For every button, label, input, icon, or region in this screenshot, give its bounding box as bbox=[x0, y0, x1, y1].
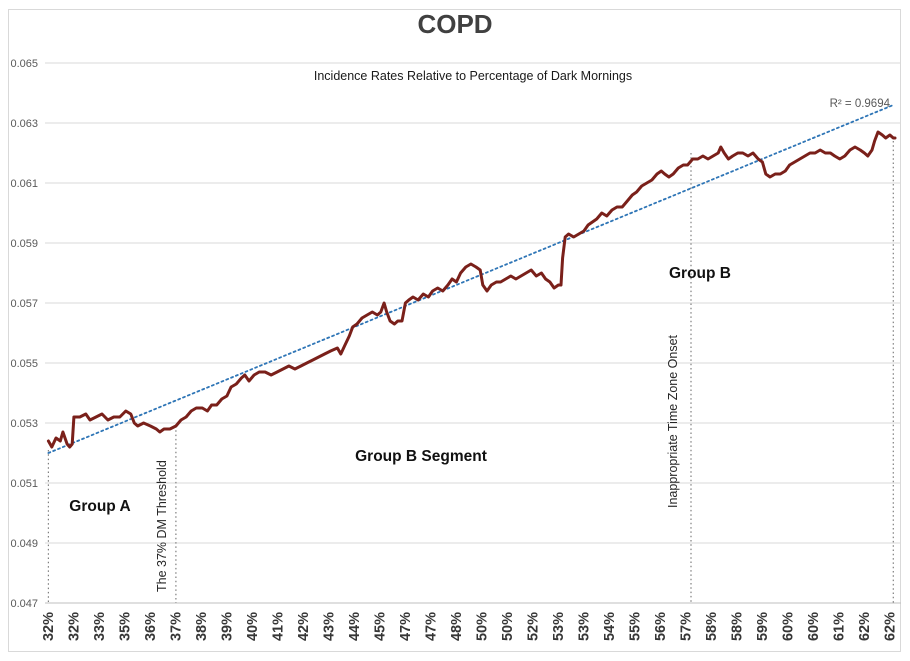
r-squared-label: R² = 0.9694 bbox=[830, 98, 891, 110]
annotation-group-b: Group B bbox=[669, 265, 731, 282]
y-tick-label: 0.065 bbox=[10, 58, 38, 70]
x-tick-label: 59% bbox=[755, 612, 771, 641]
x-tick-label: 56% bbox=[653, 612, 669, 641]
x-tick-label: 37% bbox=[169, 612, 185, 641]
x-tick-label: 47% bbox=[424, 612, 440, 641]
annotation-group-a: Group A bbox=[69, 498, 130, 515]
chart-border bbox=[8, 9, 901, 652]
x-tick-label: 43% bbox=[322, 612, 338, 641]
chart-subtitle: Incidence Rates Relative to Percentage o… bbox=[314, 69, 632, 83]
x-tick-label: 33% bbox=[92, 612, 108, 641]
x-tick-label: 48% bbox=[449, 612, 465, 641]
annotation-vlines bbox=[47, 141, 894, 603]
x-tick-label: 47% bbox=[398, 612, 414, 641]
x-tick-label: 55% bbox=[628, 612, 644, 641]
x-tick-label: 40% bbox=[245, 612, 261, 641]
y-tick-label: 0.053 bbox=[10, 418, 38, 430]
x-tick-label: 60% bbox=[781, 612, 797, 641]
x-tick-label: 39% bbox=[220, 612, 236, 641]
y-tick-label: 0.049 bbox=[10, 538, 38, 550]
x-tick-label: 42% bbox=[296, 612, 312, 641]
x-tick-label: 50% bbox=[500, 612, 516, 641]
x-tick-label: 52% bbox=[526, 612, 542, 641]
x-tick-label: 62% bbox=[883, 612, 899, 641]
y-tick-label: 0.057 bbox=[10, 298, 38, 310]
x-tick-label: 53% bbox=[577, 612, 593, 641]
y-tick-label: 0.055 bbox=[10, 358, 38, 370]
x-tick-label: 53% bbox=[551, 612, 567, 641]
series-copd-incidence-rate bbox=[46, 130, 897, 449]
x-tick-label: 44% bbox=[347, 612, 363, 641]
y-tick-label: 0.047 bbox=[10, 598, 38, 610]
chart-frame bbox=[8, 9, 901, 652]
x-tick-label: 61% bbox=[832, 612, 848, 641]
annotation-inappropriate-time-zone-onset: Inappropriate Time Zone Onset bbox=[666, 334, 680, 508]
trendline-dotted bbox=[47, 104, 895, 454]
data-series-line bbox=[46, 130, 897, 449]
y-tick-label: 0.063 bbox=[10, 118, 38, 130]
annotation-37pct-dm-threshold: The 37% DM Threshold bbox=[155, 460, 169, 592]
x-tick-label: 41% bbox=[271, 612, 287, 641]
gridlines bbox=[45, 62, 901, 604]
x-tick-label: 36% bbox=[143, 612, 159, 641]
annotation-group-b-segment: Group B Segment bbox=[355, 448, 487, 465]
x-tick-label: 58% bbox=[704, 612, 720, 641]
y-tick-label: 0.059 bbox=[10, 238, 38, 250]
x-tick-label: 54% bbox=[602, 612, 618, 641]
trendline bbox=[47, 104, 895, 454]
x-tick-label: 32% bbox=[41, 612, 57, 641]
x-tick-label: 38% bbox=[194, 612, 210, 641]
x-tick-label: 60% bbox=[806, 612, 822, 641]
x-tick-label: 62% bbox=[857, 612, 873, 641]
x-tick-label: 32% bbox=[67, 612, 83, 641]
x-axis-tick-labels: 32% 32% 33% 35% 36% 37% 38% 39% 40% 41% 42% 43% 44% 4… bbox=[41, 612, 899, 641]
x-tick-label: 45% bbox=[373, 612, 389, 641]
chart-title: COPD bbox=[417, 9, 492, 39]
x-tick-label: 58% bbox=[730, 612, 746, 641]
x-tick-label: 35% bbox=[118, 612, 134, 641]
y-axis-tick-labels: 0.065 0.063 0.061 0.059 0.057 0.055 0.053 0.051… bbox=[10, 58, 38, 610]
y-tick-label: 0.051 bbox=[10, 478, 38, 490]
x-tick-label: 50% bbox=[475, 612, 491, 641]
y-tick-label: 0.061 bbox=[10, 178, 38, 190]
x-tick-label: 57% bbox=[679, 612, 695, 641]
